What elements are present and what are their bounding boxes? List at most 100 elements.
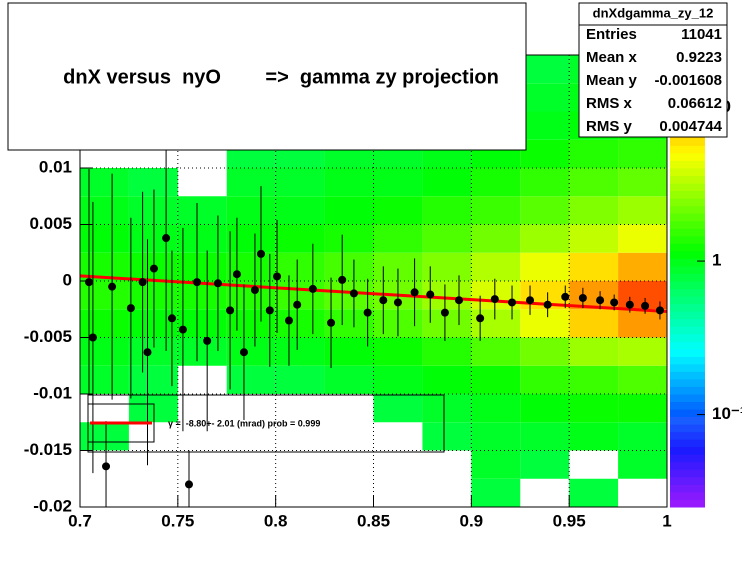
heat-cell xyxy=(520,394,570,423)
profile xyxy=(80,125,667,507)
fit-legend: γ = -8.80+- 2.01 (mrad) prob = 0.999 xyxy=(87,394,445,453)
profile-point xyxy=(232,270,241,279)
heat-cell xyxy=(520,337,570,366)
heat-cell xyxy=(422,196,472,225)
heat-cell xyxy=(520,365,570,394)
heat-cell xyxy=(275,252,325,281)
heat-cell xyxy=(618,337,667,366)
profile-point xyxy=(308,284,317,293)
profile-point xyxy=(543,300,552,309)
stats-label: Mean y xyxy=(586,72,638,89)
color-step xyxy=(670,145,705,154)
heat-cell xyxy=(275,309,325,338)
x-tick-label: 0.9 xyxy=(460,511,484,530)
heat-cell xyxy=(569,478,619,507)
heat-cell xyxy=(569,422,619,451)
y-tick-label: -0.005 xyxy=(24,327,72,346)
chart-title: dnX versus nyO => gamma zy projection xyxy=(63,66,499,88)
profile-point xyxy=(213,279,222,288)
heat-cell xyxy=(80,309,129,338)
heat-cell xyxy=(226,365,276,394)
color-step xyxy=(670,326,705,335)
heat-cell xyxy=(177,224,227,253)
heat-cell xyxy=(520,83,570,112)
heat-cell xyxy=(569,337,619,366)
color-step xyxy=(670,341,705,350)
heat-cell xyxy=(80,337,129,366)
heat-cell xyxy=(324,337,374,366)
x-tick-label: 0.95 xyxy=(553,511,586,530)
heat-cell xyxy=(177,196,227,225)
color-step xyxy=(670,183,705,192)
color-step xyxy=(670,168,705,177)
title-box: dnX versus nyO => gamma zy projection xyxy=(7,2,527,151)
color-step xyxy=(670,424,705,433)
heat-cell xyxy=(422,337,472,366)
heat-cell xyxy=(80,422,129,451)
heat-cell xyxy=(373,337,423,366)
heat-cell xyxy=(618,168,667,197)
heat-cell xyxy=(569,252,619,281)
heat-cell xyxy=(520,309,570,338)
heat-cell xyxy=(128,309,178,338)
x-tick-label: 0.75 xyxy=(161,511,194,530)
profile-point xyxy=(455,296,464,305)
color-step xyxy=(670,416,705,425)
heat-cell xyxy=(373,365,423,394)
y-tick-label: 0 xyxy=(63,270,72,289)
heat-cell xyxy=(80,365,129,394)
stats-label: Entries xyxy=(586,26,637,43)
stats-value: 0.004744 xyxy=(659,118,722,135)
heat-cell xyxy=(471,365,521,394)
color-step xyxy=(670,288,705,297)
color-step xyxy=(670,394,705,403)
heat-cell xyxy=(177,252,227,281)
profile-point xyxy=(526,296,535,305)
profile-point xyxy=(178,325,187,334)
profile-point xyxy=(490,295,499,304)
color-step xyxy=(670,454,705,463)
color-step xyxy=(670,356,705,365)
heat-cell xyxy=(471,422,521,451)
color-step xyxy=(670,250,705,259)
legend-inner xyxy=(87,403,155,443)
heat-cell xyxy=(422,224,472,253)
profile-point xyxy=(102,462,111,471)
heat-cell xyxy=(80,224,129,253)
color-step xyxy=(670,243,705,252)
color-step xyxy=(670,281,705,290)
heat-cell xyxy=(569,309,619,338)
color-step xyxy=(670,213,705,222)
profile-point xyxy=(393,298,402,307)
profile-point xyxy=(239,348,248,357)
stats-label: Mean x xyxy=(586,49,638,66)
heat-cell xyxy=(569,281,619,310)
color-step xyxy=(670,401,705,410)
profile-point xyxy=(440,308,449,317)
heat-cell xyxy=(471,394,521,423)
heat-cell xyxy=(618,394,667,423)
profile-point xyxy=(250,286,259,295)
color-step xyxy=(670,160,705,169)
heat-cell xyxy=(520,196,570,225)
profile-point xyxy=(126,304,135,313)
heat-cell xyxy=(226,196,276,225)
heat-cell xyxy=(471,252,521,281)
profile-point xyxy=(655,306,664,315)
heat-cell xyxy=(618,139,667,168)
heat-cell xyxy=(618,422,667,451)
heat-cell xyxy=(324,365,374,394)
heat-cell xyxy=(324,224,374,253)
heat-cell xyxy=(520,139,570,168)
profile-point xyxy=(596,296,605,305)
heat-cell xyxy=(520,450,570,479)
stats-title: dnXdgamma_zy_12 xyxy=(593,5,714,20)
heat-cell xyxy=(275,196,325,225)
color-step xyxy=(670,303,705,312)
profile-point xyxy=(561,292,570,301)
color-step xyxy=(670,273,705,282)
x-tick-label: 0.85 xyxy=(357,511,390,530)
x-tick-label: 0.7 xyxy=(68,511,92,530)
heat-cell xyxy=(128,196,178,225)
profile-point xyxy=(193,278,202,287)
